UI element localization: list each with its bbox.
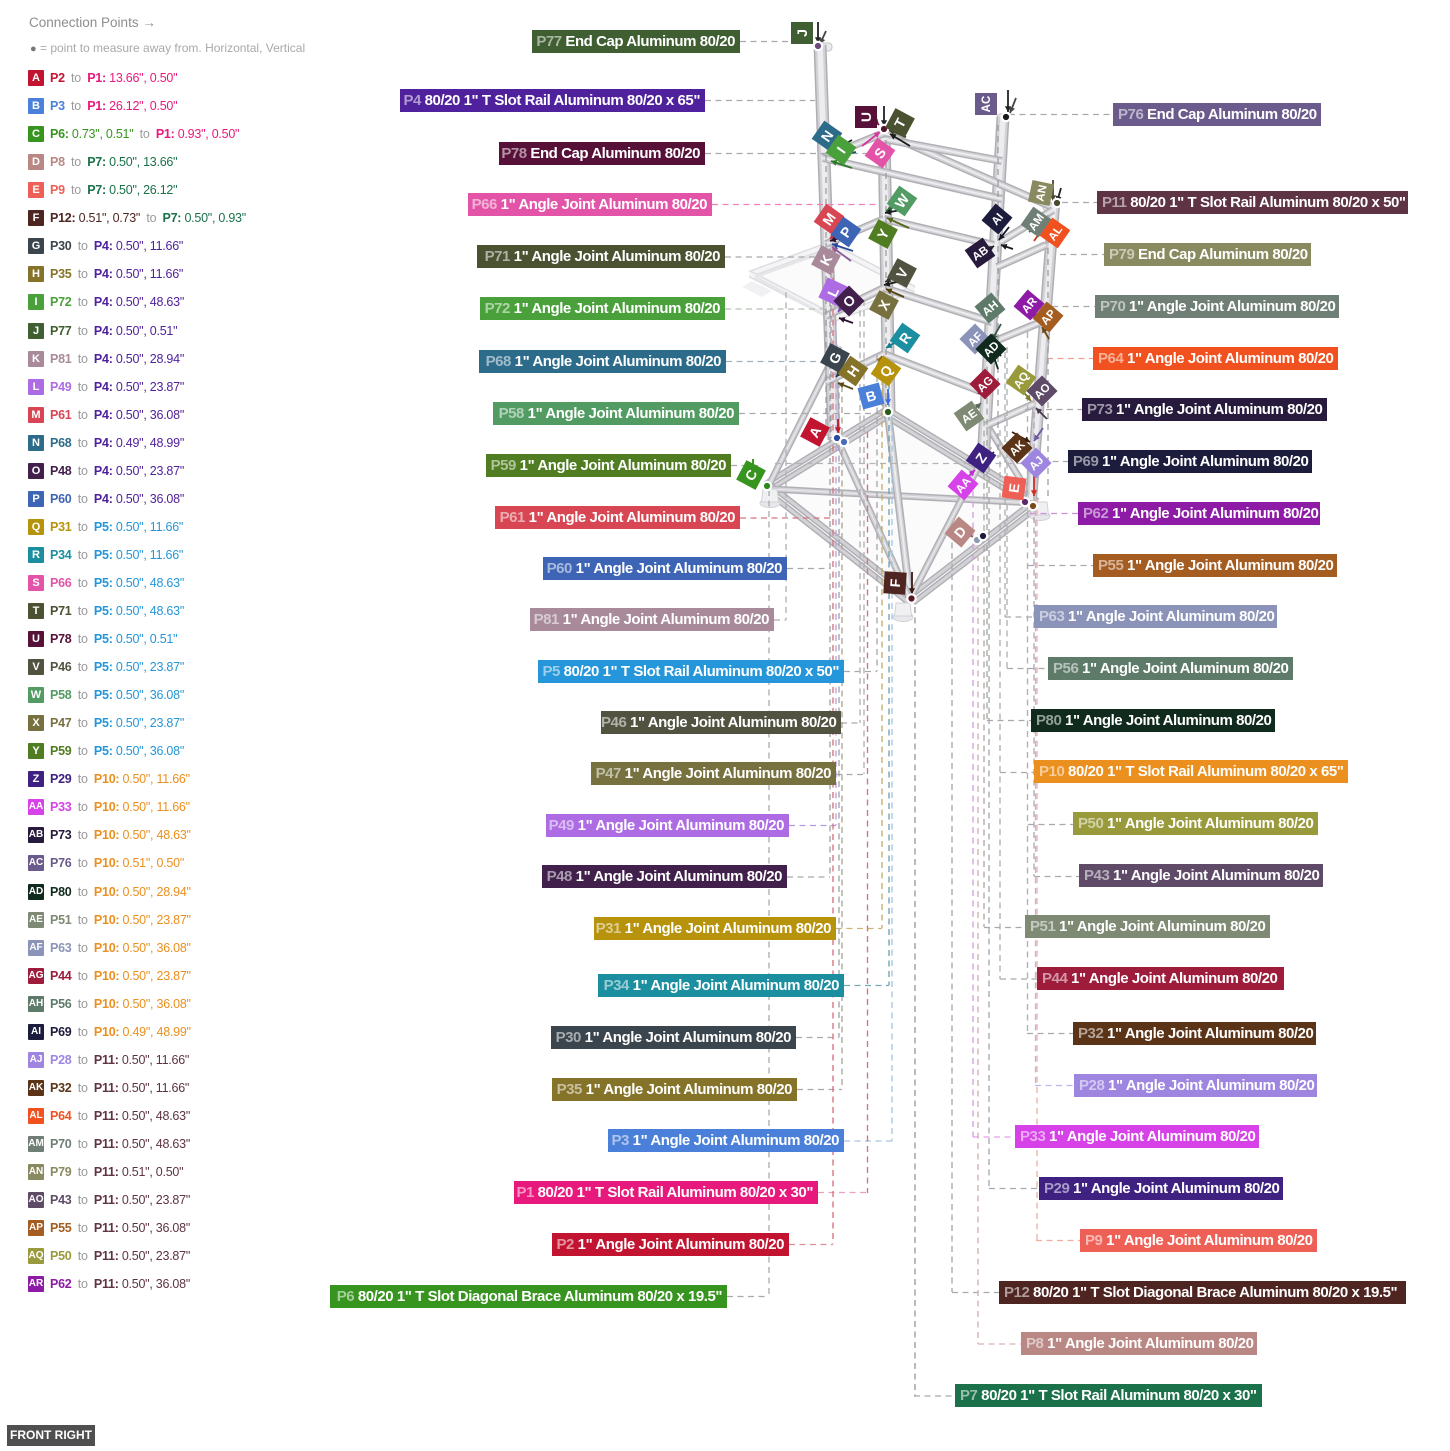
- svg-text:AC: AC: [981, 96, 993, 113]
- svg-text:B: B: [864, 387, 878, 405]
- svg-text:J: J: [794, 29, 810, 37]
- svg-text:AN: AN: [1034, 184, 1049, 203]
- svg-text:E: E: [1005, 482, 1022, 493]
- svg-text:U: U: [858, 112, 874, 122]
- svg-text:F: F: [887, 578, 904, 588]
